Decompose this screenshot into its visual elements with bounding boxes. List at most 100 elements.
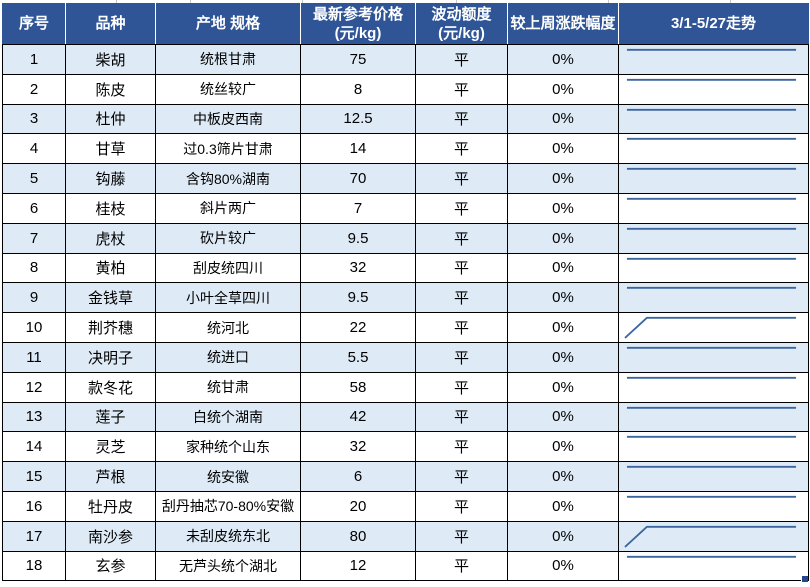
origin-spec-cell[interactable]: 刮丹抽芯70-80%安徽 <box>155 490 301 522</box>
price-cell[interactable]: 20 <box>300 490 416 522</box>
header-fluctuation-cell[interactable]: 波动额度 (元/kg) <box>415 3 508 45</box>
price-cell[interactable]: 32 <box>300 431 416 463</box>
variety-cell[interactable]: 芦根 <box>65 461 156 492</box>
header-trend-cell[interactable]: 3/1-5/27走势 <box>618 3 809 45</box>
fluctuation-cell[interactable]: 平 <box>415 222 508 254</box>
trend-cell[interactable] <box>618 192 809 224</box>
header-origin-spec-cell[interactable]: 产地 规格 <box>155 3 301 45</box>
fluctuation-cell[interactable]: 平 <box>415 431 508 463</box>
trend-cell[interactable] <box>618 431 809 463</box>
trend-cell[interactable] <box>618 73 809 105</box>
origin-spec-cell[interactable]: 统甘肃 <box>155 371 301 403</box>
origin-spec-cell[interactable]: 小叶全草四川 <box>155 282 301 314</box>
fluctuation-cell[interactable]: 平 <box>415 192 508 224</box>
variety-cell[interactable]: 黄柏 <box>65 252 156 284</box>
price-cell[interactable]: 12 <box>300 550 416 582</box>
row-index-cell[interactable]: 15 <box>2 461 66 492</box>
price-cell[interactable]: 22 <box>300 312 416 343</box>
weekly-change-cell[interactable]: 0% <box>507 103 619 135</box>
variety-cell[interactable]: 牡丹皮 <box>65 490 156 522</box>
fluctuation-cell[interactable]: 平 <box>415 520 508 552</box>
fluctuation-cell[interactable]: 平 <box>415 163 508 194</box>
price-cell[interactable]: 12.5 <box>300 103 416 135</box>
row-index-cell[interactable]: 18 <box>2 550 66 582</box>
weekly-change-cell[interactable]: 0% <box>507 222 619 254</box>
price-cell[interactable]: 9.5 <box>300 222 416 254</box>
row-index-cell[interactable]: 5 <box>2 163 66 194</box>
weekly-change-cell[interactable]: 0% <box>507 550 619 582</box>
trend-cell[interactable] <box>618 163 809 194</box>
variety-cell[interactable]: 款冬花 <box>65 371 156 403</box>
origin-spec-cell[interactable]: 斜片两广 <box>155 192 301 224</box>
origin-spec-cell[interactable]: 过0.3筛片甘肃 <box>155 133 301 165</box>
fluctuation-cell[interactable]: 平 <box>415 550 508 582</box>
price-cell[interactable]: 58 <box>300 371 416 403</box>
variety-cell[interactable]: 柴胡 <box>65 44 156 75</box>
price-cell[interactable]: 7 <box>300 192 416 224</box>
fluctuation-cell[interactable]: 平 <box>415 312 508 343</box>
trend-cell[interactable] <box>618 312 809 343</box>
price-cell[interactable]: 42 <box>300 401 416 433</box>
weekly-change-cell[interactable]: 0% <box>507 282 619 314</box>
weekly-change-cell[interactable]: 0% <box>507 401 619 433</box>
weekly-change-cell[interactable]: 0% <box>507 341 619 373</box>
price-cell[interactable]: 8 <box>300 73 416 105</box>
origin-spec-cell[interactable]: 中板皮西南 <box>155 103 301 135</box>
origin-spec-cell[interactable]: 统河北 <box>155 312 301 343</box>
origin-spec-cell[interactable]: 含钩80%湖南 <box>155 163 301 194</box>
variety-cell[interactable]: 陈皮 <box>65 73 156 105</box>
fluctuation-cell[interactable]: 平 <box>415 252 508 284</box>
price-cell[interactable]: 32 <box>300 252 416 284</box>
variety-cell[interactable]: 虎杖 <box>65 222 156 254</box>
header-price-cell[interactable]: 最新参考价格 (元/kg) <box>300 3 416 45</box>
row-index-cell[interactable]: 13 <box>2 401 66 433</box>
weekly-change-cell[interactable]: 0% <box>507 371 619 403</box>
fluctuation-cell[interactable]: 平 <box>415 133 508 165</box>
variety-cell[interactable]: 灵芝 <box>65 431 156 463</box>
price-cell[interactable]: 9.5 <box>300 282 416 314</box>
weekly-change-cell[interactable]: 0% <box>507 192 619 224</box>
origin-spec-cell[interactable]: 无芦头统个湖北 <box>155 550 301 582</box>
trend-cell[interactable] <box>618 252 809 284</box>
fill-handle[interactable] <box>801 575 808 583</box>
origin-spec-cell[interactable]: 统安徽 <box>155 461 301 492</box>
price-cell[interactable]: 75 <box>300 44 416 75</box>
row-index-cell[interactable]: 9 <box>2 282 66 314</box>
variety-cell[interactable]: 莲子 <box>65 401 156 433</box>
price-cell[interactable]: 6 <box>300 461 416 492</box>
weekly-change-cell[interactable]: 0% <box>507 520 619 552</box>
row-index-cell[interactable]: 10 <box>2 312 66 343</box>
trend-cell[interactable] <box>618 401 809 433</box>
row-index-cell[interactable]: 6 <box>2 192 66 224</box>
row-index-cell[interactable]: 17 <box>2 520 66 552</box>
trend-cell[interactable] <box>618 341 809 373</box>
trend-cell[interactable] <box>618 371 809 403</box>
variety-cell[interactable]: 甘草 <box>65 133 156 165</box>
origin-spec-cell[interactable]: 刮皮统四川 <box>155 252 301 284</box>
fluctuation-cell[interactable]: 平 <box>415 461 508 492</box>
fluctuation-cell[interactable]: 平 <box>415 282 508 314</box>
variety-cell[interactable]: 桂枝 <box>65 192 156 224</box>
weekly-change-cell[interactable]: 0% <box>507 312 619 343</box>
row-index-cell[interactable]: 16 <box>2 490 66 522</box>
weekly-change-cell[interactable]: 0% <box>507 461 619 492</box>
origin-spec-cell[interactable]: 统丝较广 <box>155 73 301 105</box>
weekly-change-cell[interactable]: 0% <box>507 252 619 284</box>
variety-cell[interactable]: 金钱草 <box>65 282 156 314</box>
variety-cell[interactable]: 玄参 <box>65 550 156 582</box>
origin-spec-cell[interactable]: 白统个湖南 <box>155 401 301 433</box>
row-index-cell[interactable]: 7 <box>2 222 66 254</box>
trend-cell[interactable] <box>618 103 809 135</box>
variety-cell[interactable]: 杜仲 <box>65 103 156 135</box>
row-index-cell[interactable]: 11 <box>2 341 66 373</box>
trend-cell[interactable] <box>618 44 809 75</box>
origin-spec-cell[interactable]: 家种统个山东 <box>155 431 301 463</box>
weekly-change-cell[interactable]: 0% <box>507 163 619 194</box>
fluctuation-cell[interactable]: 平 <box>415 341 508 373</box>
price-cell[interactable]: 80 <box>300 520 416 552</box>
row-index-cell[interactable]: 14 <box>2 431 66 463</box>
row-index-cell[interactable]: 3 <box>2 103 66 135</box>
trend-cell[interactable] <box>618 550 809 582</box>
price-cell[interactable]: 70 <box>300 163 416 194</box>
variety-cell[interactable]: 南沙参 <box>65 520 156 552</box>
